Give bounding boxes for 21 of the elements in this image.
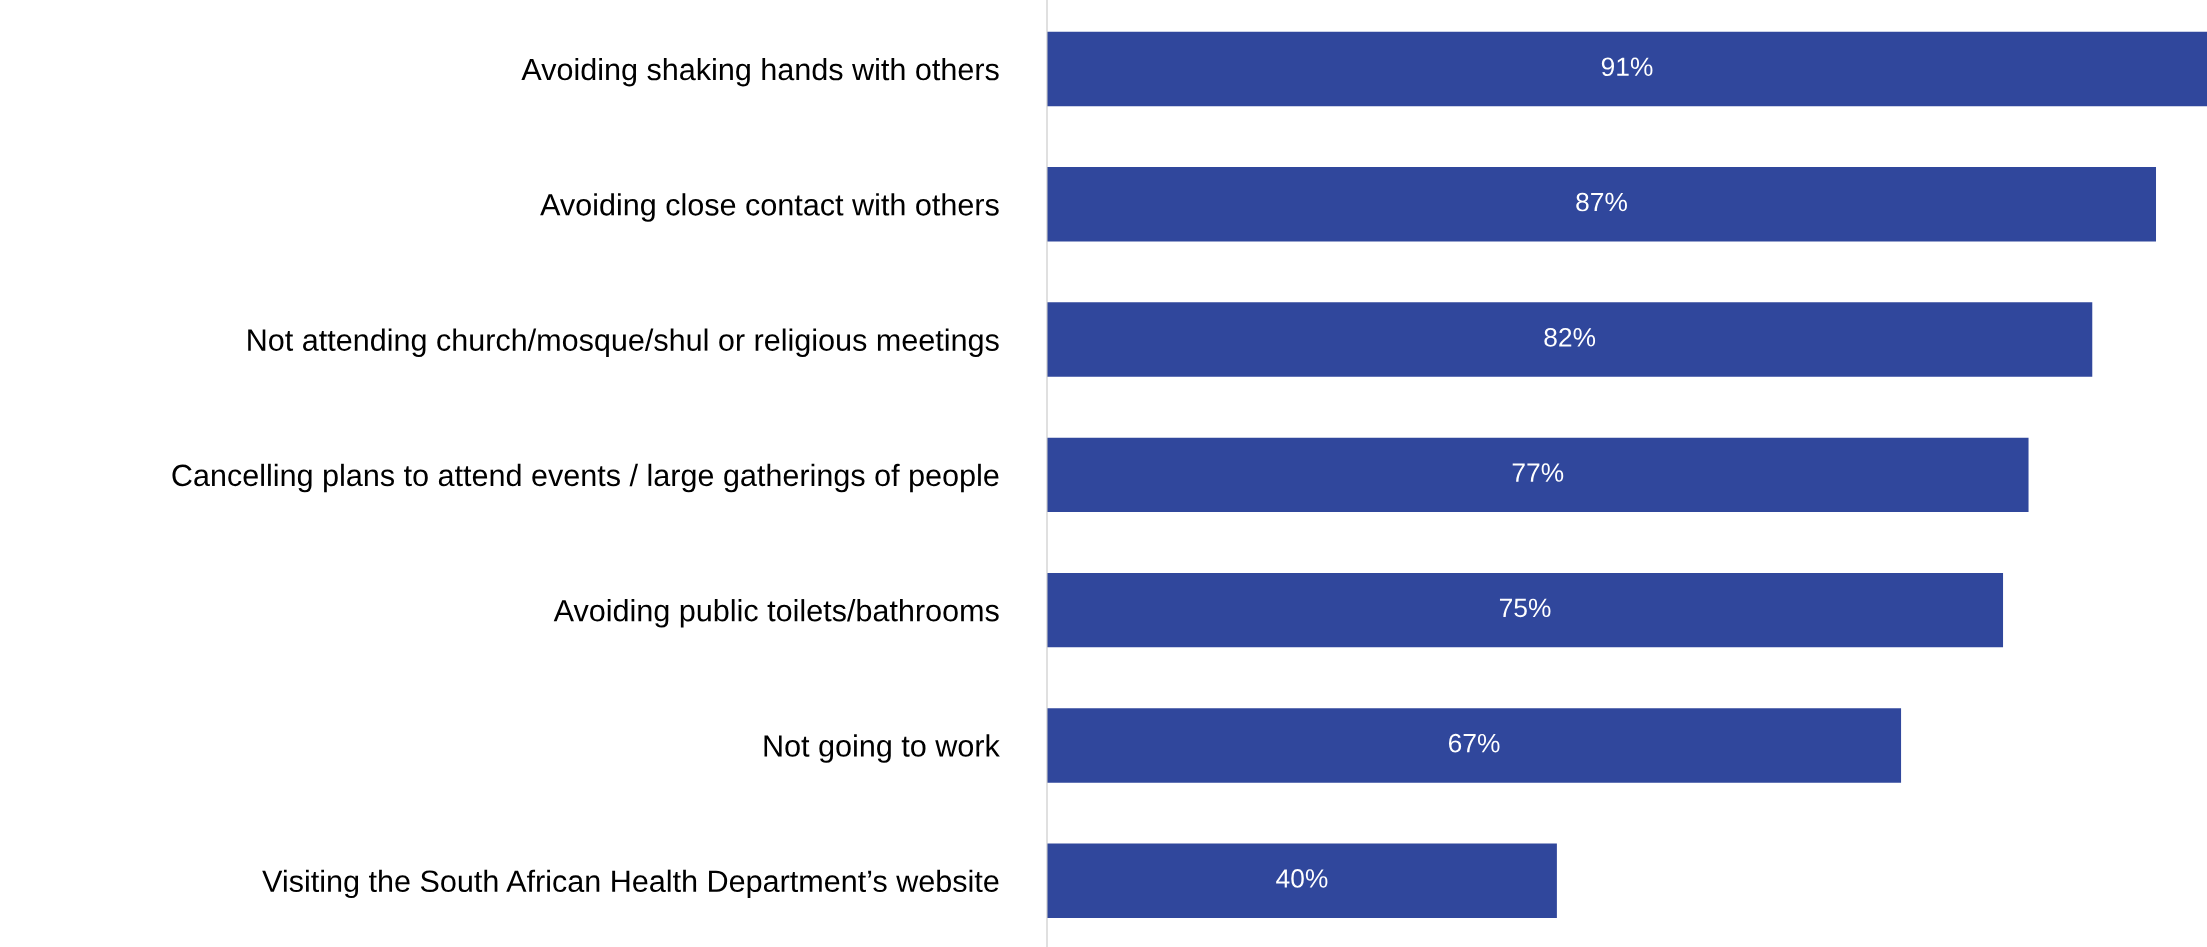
y-tick-label: Cancelling plans to attend events / large gatherings of people	[172, 463, 999, 493]
y-tick-label: Avoiding shaking hands with others	[521, 57, 999, 87]
bar	[1047, 572, 2004, 648]
bar	[1047, 302, 2093, 377]
bar	[1047, 843, 1557, 918]
data-label: 87%	[1576, 192, 1627, 212]
data-label: 75%	[1499, 598, 1551, 618]
bar	[1047, 437, 2029, 513]
y-tick-label: Avoiding close contact with others	[540, 193, 999, 222]
data-label: 77%	[1512, 463, 1564, 482]
data-label: 40%	[1276, 869, 1328, 888]
bar	[1047, 708, 1902, 783]
y-tick-label: Not going to work	[764, 734, 1000, 763]
data-label: 91%	[1601, 57, 1653, 77]
data-label: 82%	[1544, 327, 1596, 347]
bar	[1047, 31, 2207, 107]
bar	[1047, 167, 2157, 242]
y-tick-label: Avoiding public toilets/bathrooms	[553, 599, 999, 628]
data-label: 67%	[1448, 733, 1500, 753]
y-tick-label: Not attending church/mosque/shul or religious meetings	[248, 328, 999, 357]
y-tick-label: Visiting the South African Health Department’s website	[262, 869, 999, 899]
